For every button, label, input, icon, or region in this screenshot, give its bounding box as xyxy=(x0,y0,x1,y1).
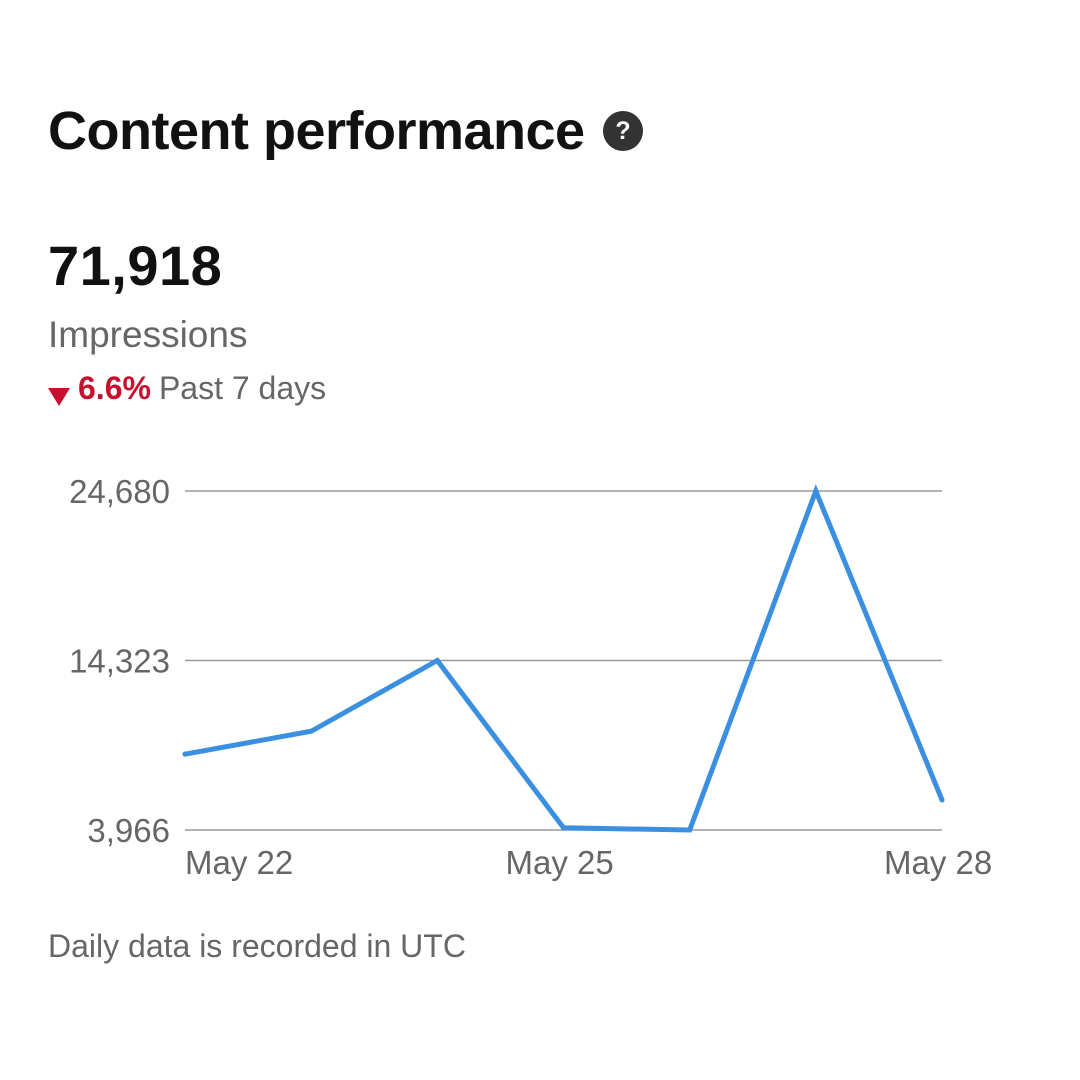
y-tick-label: 14,323 xyxy=(69,643,170,680)
data-point xyxy=(561,825,566,831)
x-tick-label: May 25 xyxy=(506,844,614,881)
data-point xyxy=(687,827,693,833)
title-row: Content performance ? xyxy=(48,104,643,158)
svg-text:?: ? xyxy=(615,117,630,145)
impressions-line-chart: 24,680 14,323 3,966 May 22 May 25 May 28 xyxy=(69,473,992,881)
question-circle-icon[interactable]: ? xyxy=(602,111,643,151)
change-period: Past 7 days xyxy=(158,370,327,406)
x-tick-label: May 22 xyxy=(185,844,293,881)
y-tick-label: 3,966 xyxy=(87,812,170,849)
data-point xyxy=(813,488,819,494)
card-title: Content performance xyxy=(48,101,585,161)
impressions-value: 71,918 xyxy=(48,234,223,297)
data-point xyxy=(308,728,314,734)
x-tick-label: May 28 xyxy=(884,844,992,881)
data-point xyxy=(434,658,440,663)
change-percent: 6.6% xyxy=(78,370,151,406)
utc-footnote: Daily data is recorded in UTC xyxy=(48,928,466,964)
data-point xyxy=(182,751,188,757)
impressions-label: Impressions xyxy=(48,314,248,355)
triangle-down-icon xyxy=(48,379,70,406)
data-point xyxy=(939,797,945,803)
y-tick-label: 24,680 xyxy=(69,473,170,510)
change-indicator: 6.6% Past 7 days xyxy=(48,370,327,406)
